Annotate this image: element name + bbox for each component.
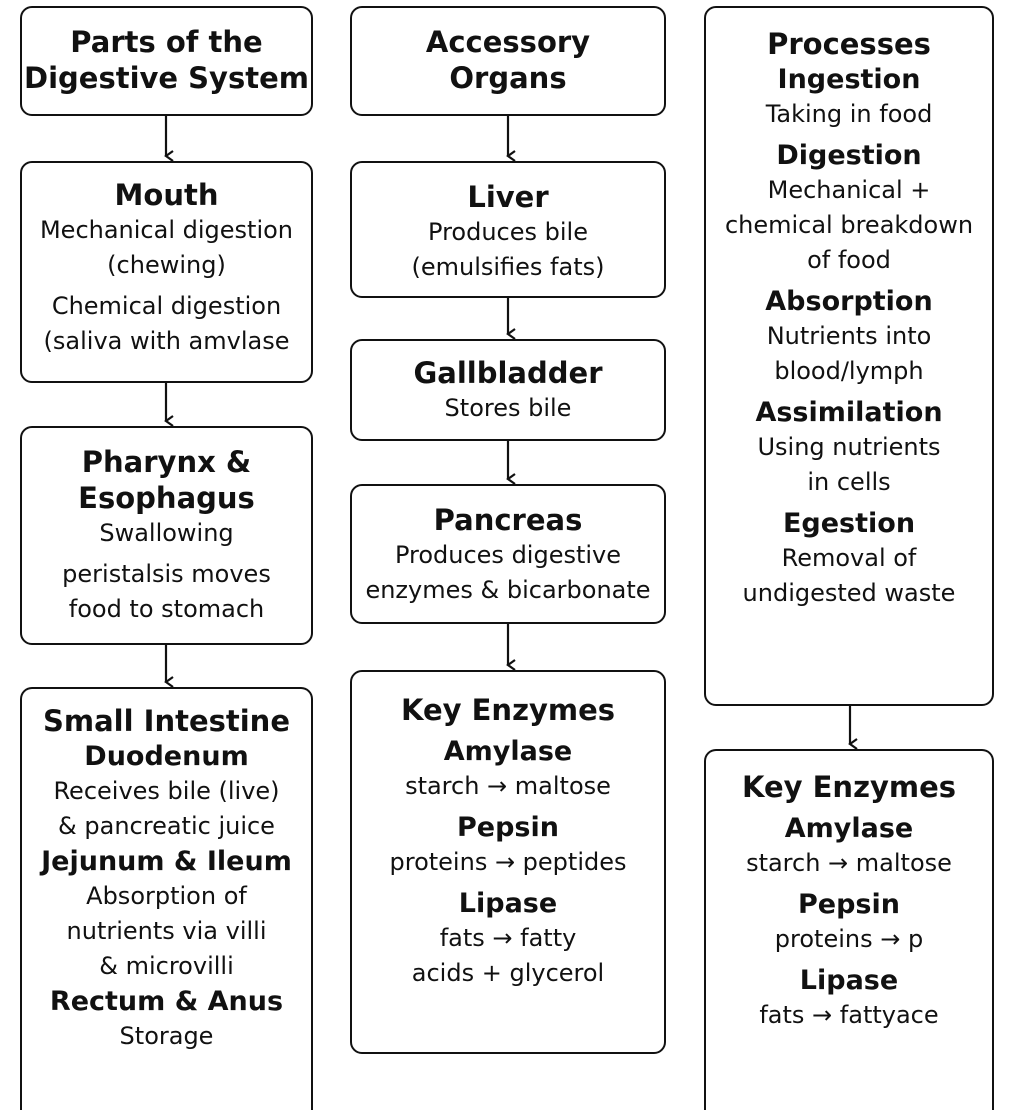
liver-title: Liver <box>467 180 549 214</box>
key-enzymes-box-2: Key Enzymes Amylase starch → maltose Pep… <box>704 749 994 1110</box>
gallbladder-title: Gallbladder <box>413 356 603 390</box>
pharynx-desc-3: food to stomach <box>68 595 265 623</box>
absorption-desc-1: Nutrients into <box>766 322 932 350</box>
pharynx-desc-1: Swallowing <box>99 519 234 547</box>
pharynx-desc-2: peristalsis moves <box>62 560 271 588</box>
small-intestine-title: Small Intestine <box>43 704 290 738</box>
amylase-1-desc: starch → maltose <box>405 772 611 800</box>
pepsin-2-title: Pepsin <box>798 889 900 920</box>
absorption-title: Absorption <box>765 286 933 317</box>
digestion-desc-3: of food <box>807 246 891 274</box>
lipase-1-title: Lipase <box>458 888 558 919</box>
rectum-desc-1: Storage <box>119 1022 214 1050</box>
pancreas-desc-1: Produces digestive <box>394 541 622 569</box>
assimilation-desc-1: Using nutrients <box>757 433 941 461</box>
duodenum-title: Duodenum <box>84 741 249 772</box>
gallbladder-box: Gallbladder Stores bile <box>350 339 666 441</box>
jejunum-desc-3: & microvilli <box>99 952 234 980</box>
lipase-2-desc: fats → fattyace <box>759 1001 939 1029</box>
mouth-title: Mouth <box>114 178 219 212</box>
jejunum-title: Jejunum & Ileum <box>41 846 292 877</box>
key-enzymes-box-1: Key Enzymes Amylase starch → maltose Pep… <box>350 670 666 1054</box>
digestion-desc-2: chemical breakdown <box>724 211 974 239</box>
amylase-2-desc: starch → maltose <box>746 849 952 877</box>
duodenum-desc-2: & pancreatic juice <box>58 812 275 840</box>
rectum-title: Rectum & Anus <box>49 986 284 1017</box>
amylase-1-title: Amylase <box>443 736 573 767</box>
digestion-title: Digestion <box>776 140 922 171</box>
lipase-1-desc-2: acids + glycerol <box>411 959 605 987</box>
assimilation-title: Assimilation <box>755 397 943 428</box>
lipase-1-desc-1: fats → fatty <box>439 924 577 952</box>
liver-desc-2: (emulsifies fats) <box>411 253 605 281</box>
header-line-2: Digestive System <box>24 61 309 95</box>
pharynx-esophagus-box: Pharynx & Esophagus Swallowing peristals… <box>20 426 313 645</box>
pharynx-title-1: Pharynx & <box>81 445 252 479</box>
mouth-desc-4: (saliva with amvlase <box>43 327 290 355</box>
absorption-desc-2: blood/lymph <box>774 357 924 385</box>
header-line-1: Parts of the <box>70 25 263 59</box>
jejunum-desc-1: Absorption of <box>86 882 247 910</box>
small-intestine-box: Small Intestine Duodenum Receives bile (… <box>20 687 313 1110</box>
pancreas-box: Pancreas Produces digestive enzymes & bi… <box>350 484 666 624</box>
header-accessory-organs: Accessory Organs <box>350 6 666 116</box>
pepsin-1-title: Pepsin <box>457 812 559 843</box>
pepsin-1-desc: proteins → peptides <box>389 848 627 876</box>
header-digestive-system: Parts of the Digestive System <box>20 6 313 116</box>
pancreas-desc-2: enzymes & bicarbonate <box>365 576 651 604</box>
pancreas-title: Pancreas <box>433 503 583 537</box>
ingestion-title: Ingestion <box>777 64 921 95</box>
egestion-desc-1: Removal of <box>781 544 917 572</box>
duodenum-desc-1: Receives bile (live) <box>53 777 280 805</box>
mouth-box: Mouth Mechanical digestion (chewing) Che… <box>20 161 313 383</box>
enzymes-1-title: Key Enzymes <box>400 693 616 727</box>
processes-box: Processes Ingestion Taking in food Diges… <box>704 6 994 706</box>
amylase-2-title: Amylase <box>784 813 914 844</box>
pharynx-title-2: Esophagus <box>78 481 255 515</box>
pepsin-2-desc: proteins → p <box>774 925 924 953</box>
egestion-title: Egestion <box>782 508 916 539</box>
accessory-line-2: Organs <box>449 61 567 95</box>
ingestion-desc-1: Taking in food <box>765 100 933 128</box>
enzymes-2-title: Key Enzymes <box>741 770 957 804</box>
lipase-2-title: Lipase <box>799 965 899 996</box>
liver-box: Liver Produces bile (emulsifies fats) <box>350 161 666 298</box>
mouth-desc-2: (chewing) <box>107 251 226 279</box>
assimilation-desc-2: in cells <box>807 468 891 496</box>
processes-title: Processes <box>767 27 931 61</box>
mouth-desc-1: Mechanical digestion <box>39 216 294 244</box>
jejunum-desc-2: nutrients via villi <box>66 917 267 945</box>
gallbladder-desc-1: Stores bile <box>444 394 572 422</box>
egestion-desc-2: undigested waste <box>742 579 956 607</box>
mouth-desc-3: Chemical digestion <box>51 292 282 320</box>
digestion-desc-1: Mechanical + <box>767 176 931 204</box>
liver-desc-1: Produces bile <box>428 218 588 246</box>
accessory-line-1: Accessory <box>425 25 591 59</box>
